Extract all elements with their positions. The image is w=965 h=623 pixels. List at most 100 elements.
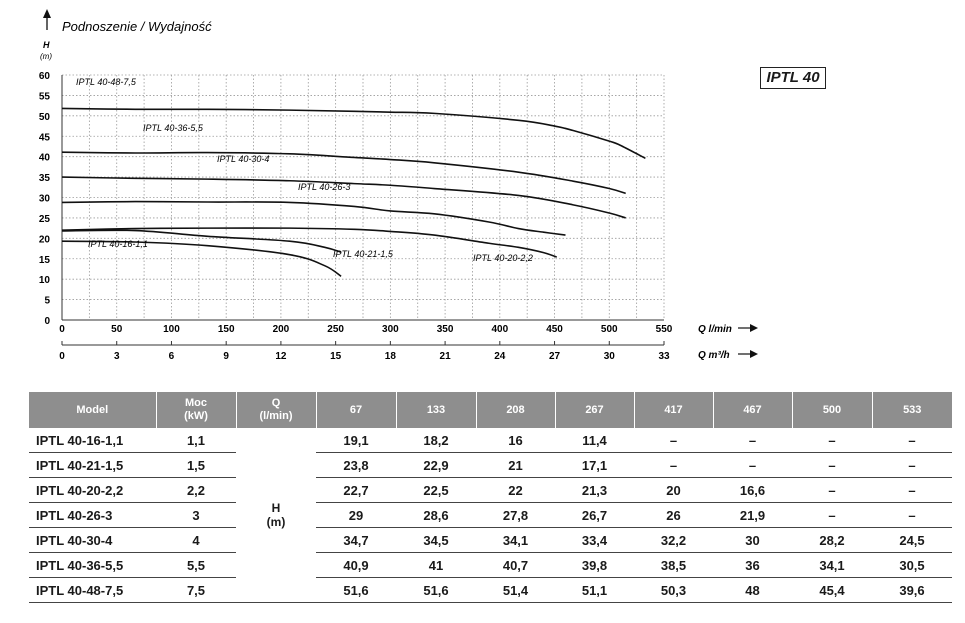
- x2-tick-label: 3: [114, 351, 120, 362]
- value-cell: 34,1: [792, 552, 872, 578]
- value-cell: 21: [476, 452, 555, 478]
- y-tick-label: 40: [39, 153, 51, 164]
- x2-tick-label: 27: [549, 351, 561, 362]
- col-header: 67: [315, 392, 396, 428]
- x2-tick-label: 12: [275, 351, 287, 362]
- value-cell: 26,7: [555, 502, 634, 528]
- x2-axis-label: Q m³/h: [698, 350, 730, 361]
- y-axis-label: H: [43, 40, 50, 50]
- curve-iptl-40-26-3: [61, 200, 566, 236]
- value-cell: 48: [713, 577, 792, 603]
- x-tick-label: 150: [218, 324, 235, 335]
- table-row: IPTL 40-36-5,5 5,5 40,9 41 40,7 39,8 38,5 36 34,…: [29, 552, 952, 578]
- table-row: IPTL 40-21-1,5 1,5 23,8 22,9 21 17,1– – – –: [29, 452, 952, 478]
- y-tick-label: 15: [39, 255, 51, 266]
- x-axis-label: Q l/min: [698, 324, 732, 335]
- table-row: IPTL 40-16-1,1 1,1 H (m) 19,1 18,2 16 11,4– – – –: [29, 428, 952, 603]
- curve-iptl-40-36-5-5: [61, 151, 626, 195]
- power-cell: 1,1: [156, 428, 236, 453]
- series-badge: IPTL 40: [760, 67, 826, 89]
- x-tick-label: 400: [491, 324, 508, 335]
- model-cell: IPTL 40-30-4: [29, 527, 156, 553]
- y-axis-arrowhead: [43, 9, 51, 18]
- col-header: Moc (kW): [155, 392, 236, 428]
- x2-tick-label: 0: [59, 351, 65, 362]
- curve-label: IPTL 40-48-7,5: [76, 77, 137, 87]
- value-cell: 18,2: [396, 428, 476, 453]
- x2-tick-label: 9: [223, 351, 229, 362]
- table-body: IPTL 40-16-1,1 1,1 H (m) 19,1 18,2 16 11,4– – – – I…: [29, 428, 952, 603]
- value-cell: 51,6: [396, 577, 476, 603]
- value-cell: 21,9: [713, 502, 792, 528]
- x-tick-label: 450: [546, 324, 563, 335]
- x2-tick-label: 30: [604, 351, 616, 362]
- value-cell: –: [713, 452, 792, 478]
- value-cell: 22,5: [396, 477, 476, 503]
- value-cell: 23,8: [316, 452, 396, 478]
- x-tick-label: 300: [382, 324, 399, 335]
- value-cell: 51,6: [316, 577, 396, 603]
- y-tick-label: 55: [39, 91, 51, 102]
- value-cell: 50,3: [634, 577, 713, 603]
- col-header: Model: [29, 392, 156, 428]
- value-cell: 36: [713, 552, 792, 578]
- value-cell: –: [634, 452, 713, 478]
- value-cell: 27,8: [476, 502, 555, 528]
- value-cell: –: [872, 477, 952, 503]
- value-cell: 17,1: [555, 452, 634, 478]
- value-cell: 32,2: [634, 527, 713, 553]
- value-cell: 22: [476, 477, 555, 503]
- curve-label: IPTL 40-16-1,1: [88, 239, 148, 249]
- table-row: IPTL 40-30-4 4 34,7 34,5 34,1 33,4 32,2 30 28,2 2…: [29, 527, 952, 553]
- x-tick-label: 0: [59, 324, 65, 335]
- y-tick-label: 50: [39, 112, 51, 123]
- value-cell: 21,3: [555, 477, 634, 503]
- value-cell: –: [634, 428, 713, 453]
- value-cell: 34,5: [396, 527, 476, 553]
- y-tick-label: 35: [39, 173, 51, 184]
- value-cell: 40,9: [316, 552, 396, 578]
- power-cell: 2,2: [156, 477, 236, 503]
- table-header-row: Model Moc (kW) Q (l/min) 67 133 208 267 417 467 500…: [29, 392, 952, 428]
- value-cell: 40,7: [476, 552, 555, 578]
- value-cell: 19,1: [316, 428, 396, 453]
- table-row: IPTL 40-26-3 3 29 28,6 27,8 26,7 26 21,9– –: [29, 502, 952, 528]
- y-tick-label: 30: [39, 194, 51, 205]
- model-cell: IPTL 40-16-1,1: [29, 428, 156, 453]
- power-cell: 1,5: [156, 452, 236, 478]
- col-header: 133: [395, 392, 476, 428]
- value-cell: 33,4: [555, 527, 634, 553]
- curve-label: IPTL 40-30-4: [217, 154, 269, 164]
- x2-tick-label: 33: [658, 351, 670, 362]
- y-tick-label: 45: [39, 132, 51, 143]
- value-cell: 20: [634, 477, 713, 503]
- table-row: IPTL 40-20-2,2 2,2 22,7 22,5 22 21,3 20 16,6– –: [29, 477, 952, 503]
- col-header: 208: [475, 392, 555, 428]
- spec-table: Model Moc (kW) Q (l/min) 67 133 208 267 417 467 500…: [29, 392, 952, 603]
- x2-tick-label: 18: [385, 351, 397, 362]
- x2-tick-label: 15: [330, 351, 342, 362]
- table-row: IPTL 40-48-7,5 7,5 51,6 51,6 51,4 51,1 50,3 48 4…: [29, 577, 952, 603]
- curve-label: IPTL 40-21-1,5: [333, 249, 394, 259]
- value-cell: 30,5: [872, 552, 952, 578]
- x-tick-label: 100: [163, 324, 180, 335]
- col-header: 533: [871, 392, 952, 428]
- model-cell: IPTL 40-20-2,2: [29, 477, 156, 503]
- value-cell: –: [792, 477, 872, 503]
- value-cell: –: [872, 428, 952, 453]
- performance-chart: Podnoszenie / WydajnośćH(m)0510152025303…: [39, 9, 758, 362]
- value-cell: 24,5: [872, 527, 952, 553]
- model-cell: IPTL 40-48-7,5: [29, 577, 156, 603]
- value-cell: 16,6: [713, 477, 792, 503]
- value-cell: 38,5: [634, 552, 713, 578]
- y-tick-label: 60: [39, 71, 51, 82]
- curve-label: IPTL 40-26-3: [298, 182, 350, 192]
- col-header: 500: [791, 392, 872, 428]
- x2-tick-label: 6: [169, 351, 175, 362]
- x2-axis-arrowhead: [750, 350, 758, 358]
- value-cell: 28,2: [792, 527, 872, 553]
- model-cell: IPTL 40-21-1,5: [29, 452, 156, 478]
- value-cell: 28,6: [396, 502, 476, 528]
- value-cell: 29: [316, 502, 396, 528]
- power-cell: 4: [156, 527, 236, 553]
